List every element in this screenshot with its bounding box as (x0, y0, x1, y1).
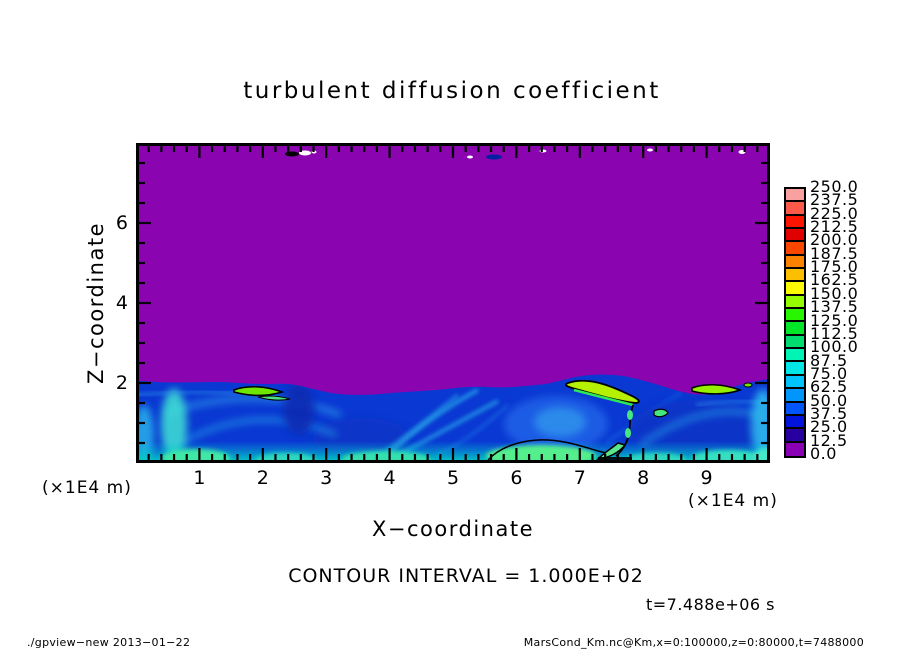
colorbar-cell (786, 442, 804, 456)
colorbar-cell (786, 189, 804, 203)
x-tick-label: 5 (446, 467, 460, 489)
colorbar-cell (786, 295, 804, 310)
footer-dataset-stamp: MarsCond_Km.nc@Km,x=0:100000,z=0:80000,t… (523, 636, 864, 649)
axis-ticks (138, 145, 768, 461)
top-specks (285, 148, 746, 160)
footer-program-stamp: ./gpview−new 2013−01−22 (27, 636, 191, 649)
colorbar-cell (786, 255, 804, 270)
x-tick-label: 1 (193, 467, 206, 489)
colorbar-cell (786, 215, 804, 230)
colorbar-cell (786, 402, 804, 416)
contour-plot (136, 143, 770, 463)
zero-field-purple-region (136, 143, 770, 395)
colorbar-label: 87.5 (810, 350, 848, 370)
colorbar-label: 0.0 (810, 444, 837, 463)
colorbar-label: 212.5 (810, 217, 859, 237)
x-axis-title: X−coordinate (372, 517, 534, 541)
colorbar-label: 187.5 (810, 243, 859, 263)
time-stamp: t=7.488e+06 s (645, 595, 775, 614)
colorbar-label: 237.5 (810, 190, 859, 210)
colorbar-cell (786, 349, 804, 363)
page-title: turbulent diffusion coefficient (243, 78, 661, 104)
x-axis-unit-left: (×1E4 m) (42, 478, 132, 498)
colorbar-label: 37.5 (810, 403, 848, 423)
colorbar-cell (786, 202, 804, 216)
plot-frame-border (136, 143, 770, 463)
x-tick-label: 7 (573, 467, 586, 489)
colorbar-cell (786, 282, 804, 296)
colorbar (784, 187, 806, 458)
colorbar-label: 50.0 (810, 390, 848, 410)
colorbar-label: 150.0 (810, 283, 859, 303)
colorbar-label: 175.0 (810, 257, 859, 277)
colorbar-label: 112.5 (810, 323, 859, 343)
colorbar-cell (786, 309, 804, 323)
x-tick-label: 9 (700, 467, 713, 489)
x-tick-label: 4 (383, 467, 396, 489)
contour-interval-note: CONTOUR INTERVAL = 1.000E+02 (288, 565, 644, 587)
colorbar-cell (786, 429, 804, 443)
x-tick-label: 6 (510, 467, 523, 489)
colorbar-label: 125.0 (810, 310, 859, 330)
colorbar-cell (786, 335, 804, 350)
colorbar-label: 75.0 (810, 363, 848, 383)
colorbar-label: 137.5 (810, 297, 859, 317)
colorbar-cell (786, 389, 804, 403)
colorbar-cell (786, 229, 804, 243)
y-axis-title: Z−coordinate (84, 222, 108, 384)
colorbar-cell (786, 375, 804, 390)
colorbar-label: 225.0 (810, 203, 859, 223)
x-tick-label: 3 (320, 467, 333, 489)
contour-field-image (136, 143, 770, 463)
colorbar-cell (786, 322, 804, 336)
colorbar-label: 200.0 (810, 230, 859, 250)
x-tick-label: 8 (637, 467, 650, 489)
contour-streaks (233, 379, 753, 462)
colorbar-cell (786, 269, 804, 283)
x-axis-unit-right: (×1E4 m) (688, 491, 778, 511)
colorbar-label: 25.0 (810, 417, 848, 437)
colorbar-label: 62.5 (810, 377, 848, 397)
colorbar-label: 100.0 (810, 337, 859, 357)
colorbar-cell (786, 362, 804, 376)
colorbar-label: 162.5 (810, 270, 859, 290)
colorbar-cell (786, 242, 804, 256)
colorbar-cell (786, 415, 804, 430)
colorbar-label: 250.0 (810, 177, 859, 196)
colorbar-label: 12.5 (810, 430, 848, 450)
x-tick-label: 2 (256, 467, 269, 489)
